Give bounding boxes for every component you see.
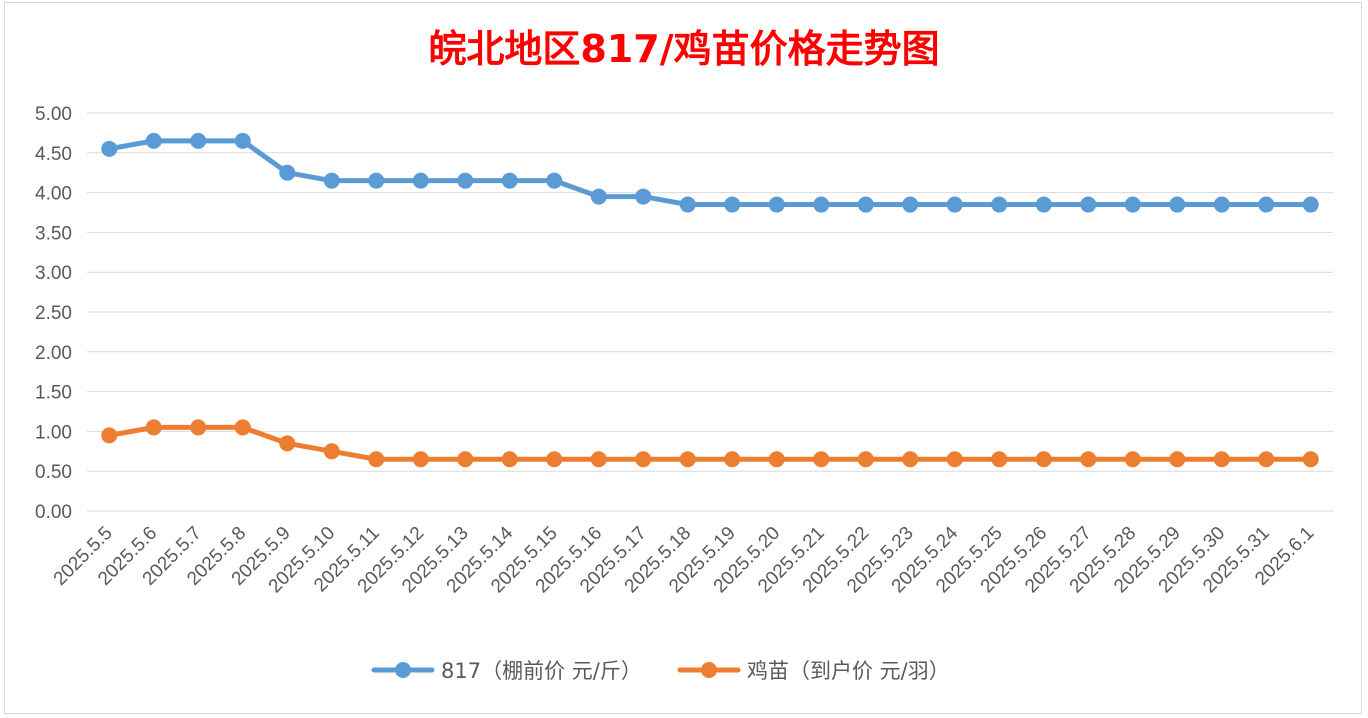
data-point (635, 451, 652, 468)
data-point (679, 196, 696, 213)
data-point (1124, 196, 1141, 213)
series-0 (101, 132, 1319, 213)
series-layer (101, 132, 1319, 468)
data-point (234, 419, 251, 436)
y-tick-label: 5.00 (35, 104, 72, 125)
data-point (1258, 196, 1275, 213)
data-point (145, 132, 162, 149)
data-point (724, 196, 741, 213)
y-tick-label: 0.50 (35, 462, 72, 483)
data-point (679, 451, 696, 468)
data-point (145, 419, 162, 436)
x-axis-ticks: 2025.5.52025.5.62025.5.72025.5.82025.5.9… (50, 522, 1319, 597)
data-point (813, 196, 830, 213)
y-axis-ticks: 0.00 0.50 1.00 1.50 2.00 2.50 3.00 3.50 4.00 4.50… (35, 104, 72, 523)
data-point (857, 196, 874, 213)
data-point (1302, 451, 1319, 468)
data-point (857, 451, 874, 468)
data-point (768, 451, 785, 468)
gridlines (87, 112, 1333, 512)
data-point (946, 196, 963, 213)
data-point (323, 443, 340, 460)
data-point (1035, 451, 1052, 468)
chart-frame (4, 2, 1362, 714)
data-point (902, 196, 919, 213)
y-tick-label: 3.50 (35, 223, 72, 244)
data-point (1124, 451, 1141, 468)
data-point (1213, 196, 1230, 213)
data-point (902, 451, 919, 468)
data-point (234, 132, 251, 149)
chart-title: 皖北地区817/鸡苗价格走势图 (428, 27, 939, 71)
y-tick-label: 0.00 (35, 502, 72, 523)
data-point (991, 451, 1008, 468)
data-point (813, 451, 830, 468)
data-point (412, 451, 429, 468)
y-tick-label: 4.00 (35, 184, 72, 205)
data-point (1169, 451, 1186, 468)
data-point (724, 451, 741, 468)
data-point (546, 451, 563, 468)
data-point (279, 164, 296, 181)
data-point (101, 140, 118, 157)
data-point (1213, 451, 1230, 468)
data-point (501, 451, 518, 468)
legend: 817（棚前价 元/斤） 鸡苗（到户价 元/羽） (371, 659, 950, 683)
data-point (101, 427, 118, 444)
data-point (323, 172, 340, 189)
legend-label-817: 817（棚前价 元/斤） (441, 659, 642, 683)
y-tick-label: 1.00 (35, 422, 72, 443)
series-line (106, 424, 1314, 462)
data-point (1080, 451, 1097, 468)
y-tick-label: 2.00 (35, 343, 72, 364)
data-point (1169, 196, 1186, 213)
y-tick-label: 3.00 (35, 263, 72, 284)
data-point (190, 132, 207, 149)
data-point (768, 196, 785, 213)
data-point (279, 435, 296, 452)
legend-swatch-marker (701, 662, 717, 678)
data-point (590, 451, 607, 468)
series-1 (101, 419, 1319, 468)
data-point (991, 196, 1008, 213)
data-point (1035, 196, 1052, 213)
data-point (946, 451, 963, 468)
data-point (190, 419, 207, 436)
series-line (106, 138, 1314, 208)
data-point (368, 451, 385, 468)
legend-item-817: 817（棚前价 元/斤） (371, 659, 642, 683)
data-point (501, 172, 518, 189)
y-tick-label: 1.50 (35, 383, 72, 404)
data-point (412, 172, 429, 189)
data-point (1080, 196, 1097, 213)
data-point (1258, 451, 1275, 468)
data-point (457, 172, 474, 189)
data-point (368, 172, 385, 189)
legend-swatch-marker (395, 662, 411, 678)
data-point (590, 188, 607, 205)
data-point (1302, 196, 1319, 213)
legend-label-chick: 鸡苗（到户价 元/羽） (747, 659, 950, 683)
data-point (635, 188, 652, 205)
data-point (457, 451, 474, 468)
data-point (546, 172, 563, 189)
y-tick-label: 4.50 (35, 144, 72, 165)
y-tick-label: 2.50 (35, 303, 72, 324)
legend-item-chick: 鸡苗（到户价 元/羽） (677, 659, 950, 683)
